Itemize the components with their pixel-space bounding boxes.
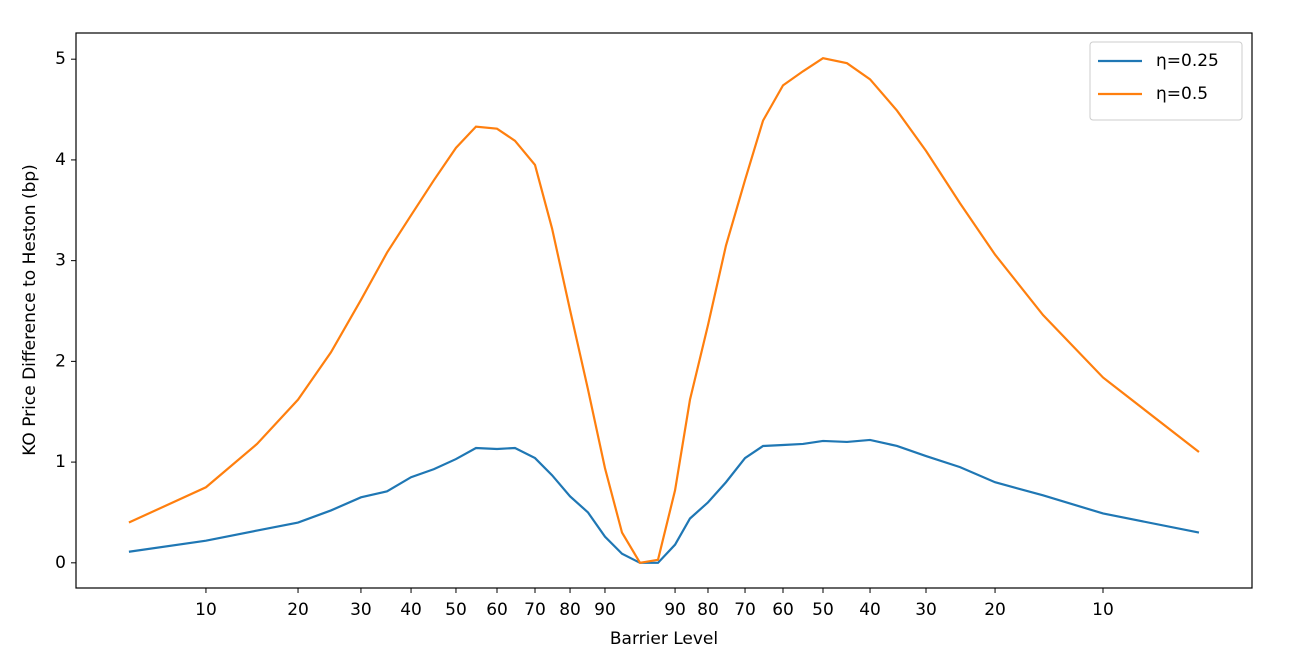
y-tick-label: 1 xyxy=(55,452,66,472)
x-tick-label: 70 xyxy=(524,600,546,620)
x-tick-label: 90 xyxy=(664,600,686,620)
x-tick-label: 50 xyxy=(445,600,467,620)
y-tick-label: 2 xyxy=(55,351,66,371)
x-tick-label: 60 xyxy=(772,600,794,620)
x-tick-label: 20 xyxy=(984,600,1006,620)
x-tick-label: 20 xyxy=(287,600,309,620)
x-tick-label: 40 xyxy=(859,600,881,620)
x-tick-label: 90 xyxy=(594,600,616,620)
y-tick-label: 5 xyxy=(55,49,66,69)
x-tick-label: 30 xyxy=(915,600,937,620)
y-axis-label: KO Price Difference to Heston (bp) xyxy=(20,164,40,456)
data-line xyxy=(128,57,1200,565)
legend-label: η=0.25 xyxy=(1156,51,1219,71)
x-tick-label: 70 xyxy=(734,600,756,620)
y-tick-label: 3 xyxy=(55,251,66,271)
y-tick-label: 0 xyxy=(55,553,66,573)
data-line xyxy=(128,438,1200,564)
x-tick-label: 80 xyxy=(697,600,719,620)
x-tick-label: 10 xyxy=(195,600,217,620)
y-tick-label: 4 xyxy=(55,150,66,170)
x-axis-label: Barrier Level xyxy=(610,629,718,649)
x-tick-label: 10 xyxy=(1092,600,1114,620)
x-tick-label: 60 xyxy=(486,600,508,620)
plot-frame xyxy=(75,32,1253,589)
legend-label: η=0.5 xyxy=(1156,84,1208,104)
x-tick-label: 80 xyxy=(559,600,581,620)
x-tick-label: 30 xyxy=(350,600,372,620)
x-tick-label: 50 xyxy=(812,600,834,620)
x-tick-label: 40 xyxy=(400,600,422,620)
